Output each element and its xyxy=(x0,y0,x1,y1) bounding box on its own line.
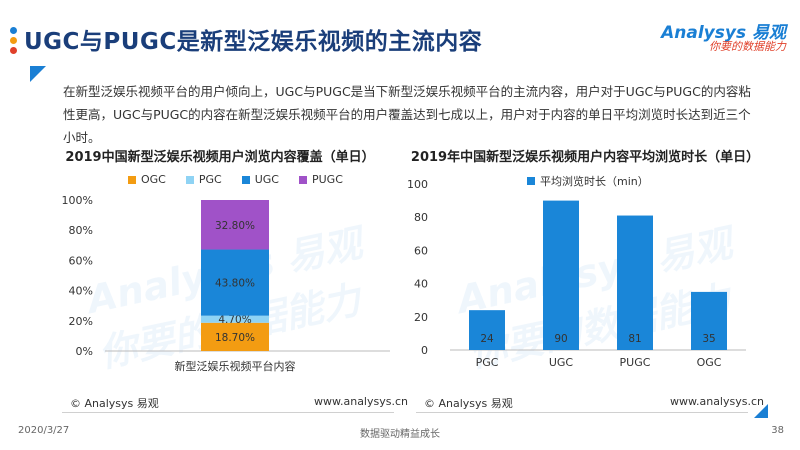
left-chart-data-label: 32.80% xyxy=(215,220,255,232)
left-chart-bar-segment-ugc xyxy=(201,249,269,316)
left-footer-url: www.analysys.cn xyxy=(314,395,408,408)
right-chart-ytick-label: 100 xyxy=(407,180,428,191)
left-chart-bar-segment-pgc xyxy=(201,315,269,323)
left-chart-legend-label: PUGC xyxy=(311,173,343,186)
right-chart-data-label: 90 xyxy=(554,333,567,345)
analysys-logo: Analysys 易观 你要的数据能力 xyxy=(661,18,786,54)
left-chart-bar-segment-pugc xyxy=(201,200,269,250)
left-chart-legend-label: PGC xyxy=(198,173,222,186)
right-footer-divider xyxy=(416,412,748,413)
footer-date: 2020/3/27 xyxy=(18,425,70,436)
right-chart-title: 2019年中国新型泛娱乐视频用户内容平均浏览时长（单日） xyxy=(410,150,760,165)
right-chart-ytick-label: 80 xyxy=(414,211,428,224)
logo-slogan: 你要的数据能力 xyxy=(709,40,786,53)
right-chart-ytick-label: 60 xyxy=(414,244,428,257)
corner-triangle-bottom-right xyxy=(754,404,768,418)
right-chart-legend-swatch xyxy=(527,177,535,185)
left-chart-ytick-label: 20% xyxy=(69,315,93,328)
left-chart-legend-swatch xyxy=(241,175,250,184)
corner-triangle-top-left xyxy=(30,66,46,82)
left-stacked-bar-chart: 0% 20% 40% 60% 80% 100% 18.70% 4.70% 43.80% 32.80… xyxy=(62,194,390,373)
left-chart-legend-item: OGC xyxy=(128,173,166,186)
right-chart-category-label: PGC xyxy=(476,356,499,369)
left-chart-ytick-label: 0% xyxy=(76,345,93,358)
right-chart-ytick-label: 20 xyxy=(414,311,428,324)
dot-red xyxy=(10,47,17,54)
left-chart-data-label: 18.70% xyxy=(215,332,255,344)
logo-text: Analysys 易观 xyxy=(661,23,786,43)
left-chart-ytick-label: 60% xyxy=(69,254,93,267)
right-chart-bar-pugc xyxy=(617,215,653,350)
left-chart-legend-item: UGC xyxy=(241,173,279,186)
right-chart-category-label: OGC xyxy=(697,356,722,369)
right-chart-bar-pgc xyxy=(469,310,505,350)
right-footer-copyright: © Analysys 易观 xyxy=(424,397,513,410)
right-chart-category-label: UGC xyxy=(549,356,574,369)
right-chart-category-label: PUGC xyxy=(620,356,651,369)
right-chart-legend: 平均浏览时长（min） xyxy=(527,173,649,189)
left-chart-legend-item: PUGC xyxy=(298,173,343,186)
left-chart-data-label: 4.70% xyxy=(218,314,251,326)
left-chart-title: 2019中国新型泛娱乐视频用户浏览内容覆盖（单日） xyxy=(65,150,375,165)
intro-paragraph: 在新型泛娱乐视频平台的用户倾向上，UGC与PUGC是当下新型泛娱乐视频平台的主流… xyxy=(63,84,751,145)
left-chart-ytick-label: 40% xyxy=(69,285,93,298)
page-title: UGC与PUGC是新型泛娱乐视频的主流内容 xyxy=(24,29,483,55)
left-chart-bar-segment-ogc xyxy=(201,322,269,351)
left-chart-ytick-label: 100% xyxy=(62,194,93,207)
left-footer-divider xyxy=(62,412,394,413)
left-chart-legend-label: OGC xyxy=(141,173,166,186)
right-chart-data-label: 35 xyxy=(702,333,715,345)
left-footer-copyright: © Analysys 易观 xyxy=(70,397,159,410)
left-chart-category-label: 新型泛娱乐视频平台内容 xyxy=(175,359,296,373)
left-chart-ytick-label: 80% xyxy=(69,224,93,237)
right-chart-ytick-label: 0 xyxy=(421,344,428,357)
left-chart-legend-item: PGC xyxy=(185,173,222,186)
left-chart-legend: OGC PGC UGC PUGC xyxy=(128,173,343,186)
left-chart-legend-swatch xyxy=(128,175,136,184)
right-chart-data-label: 24 xyxy=(480,333,494,345)
right-chart-bar-ugc xyxy=(543,200,579,350)
right-chart-bar-ogc xyxy=(691,291,727,350)
left-chart-legend-swatch xyxy=(185,175,194,184)
right-chart-ytick-label: 40 xyxy=(414,278,428,291)
footer-slogan: 数据驱动精益成长 xyxy=(360,429,440,440)
footer-page-number: 38 xyxy=(771,425,784,436)
dot-orange xyxy=(10,37,17,44)
left-chart-data-label: 43.80% xyxy=(215,278,255,290)
left-chart-legend-label: UGC xyxy=(254,173,279,186)
left-chart-legend-swatch xyxy=(298,175,307,184)
right-bar-chart: 0 20 40 60 80 100 24 PGC 90 UGC 81 PUGC 35 OGC xyxy=(407,180,746,369)
right-chart-legend-label: 平均浏览时长（min） xyxy=(540,175,649,188)
dot-blue xyxy=(10,27,17,34)
right-footer-url: www.analysys.cn xyxy=(670,395,764,408)
right-chart-data-label: 81 xyxy=(628,333,641,345)
title-dots xyxy=(10,27,17,57)
right-chart-legend-item: 平均浏览时长（min） xyxy=(527,173,649,189)
